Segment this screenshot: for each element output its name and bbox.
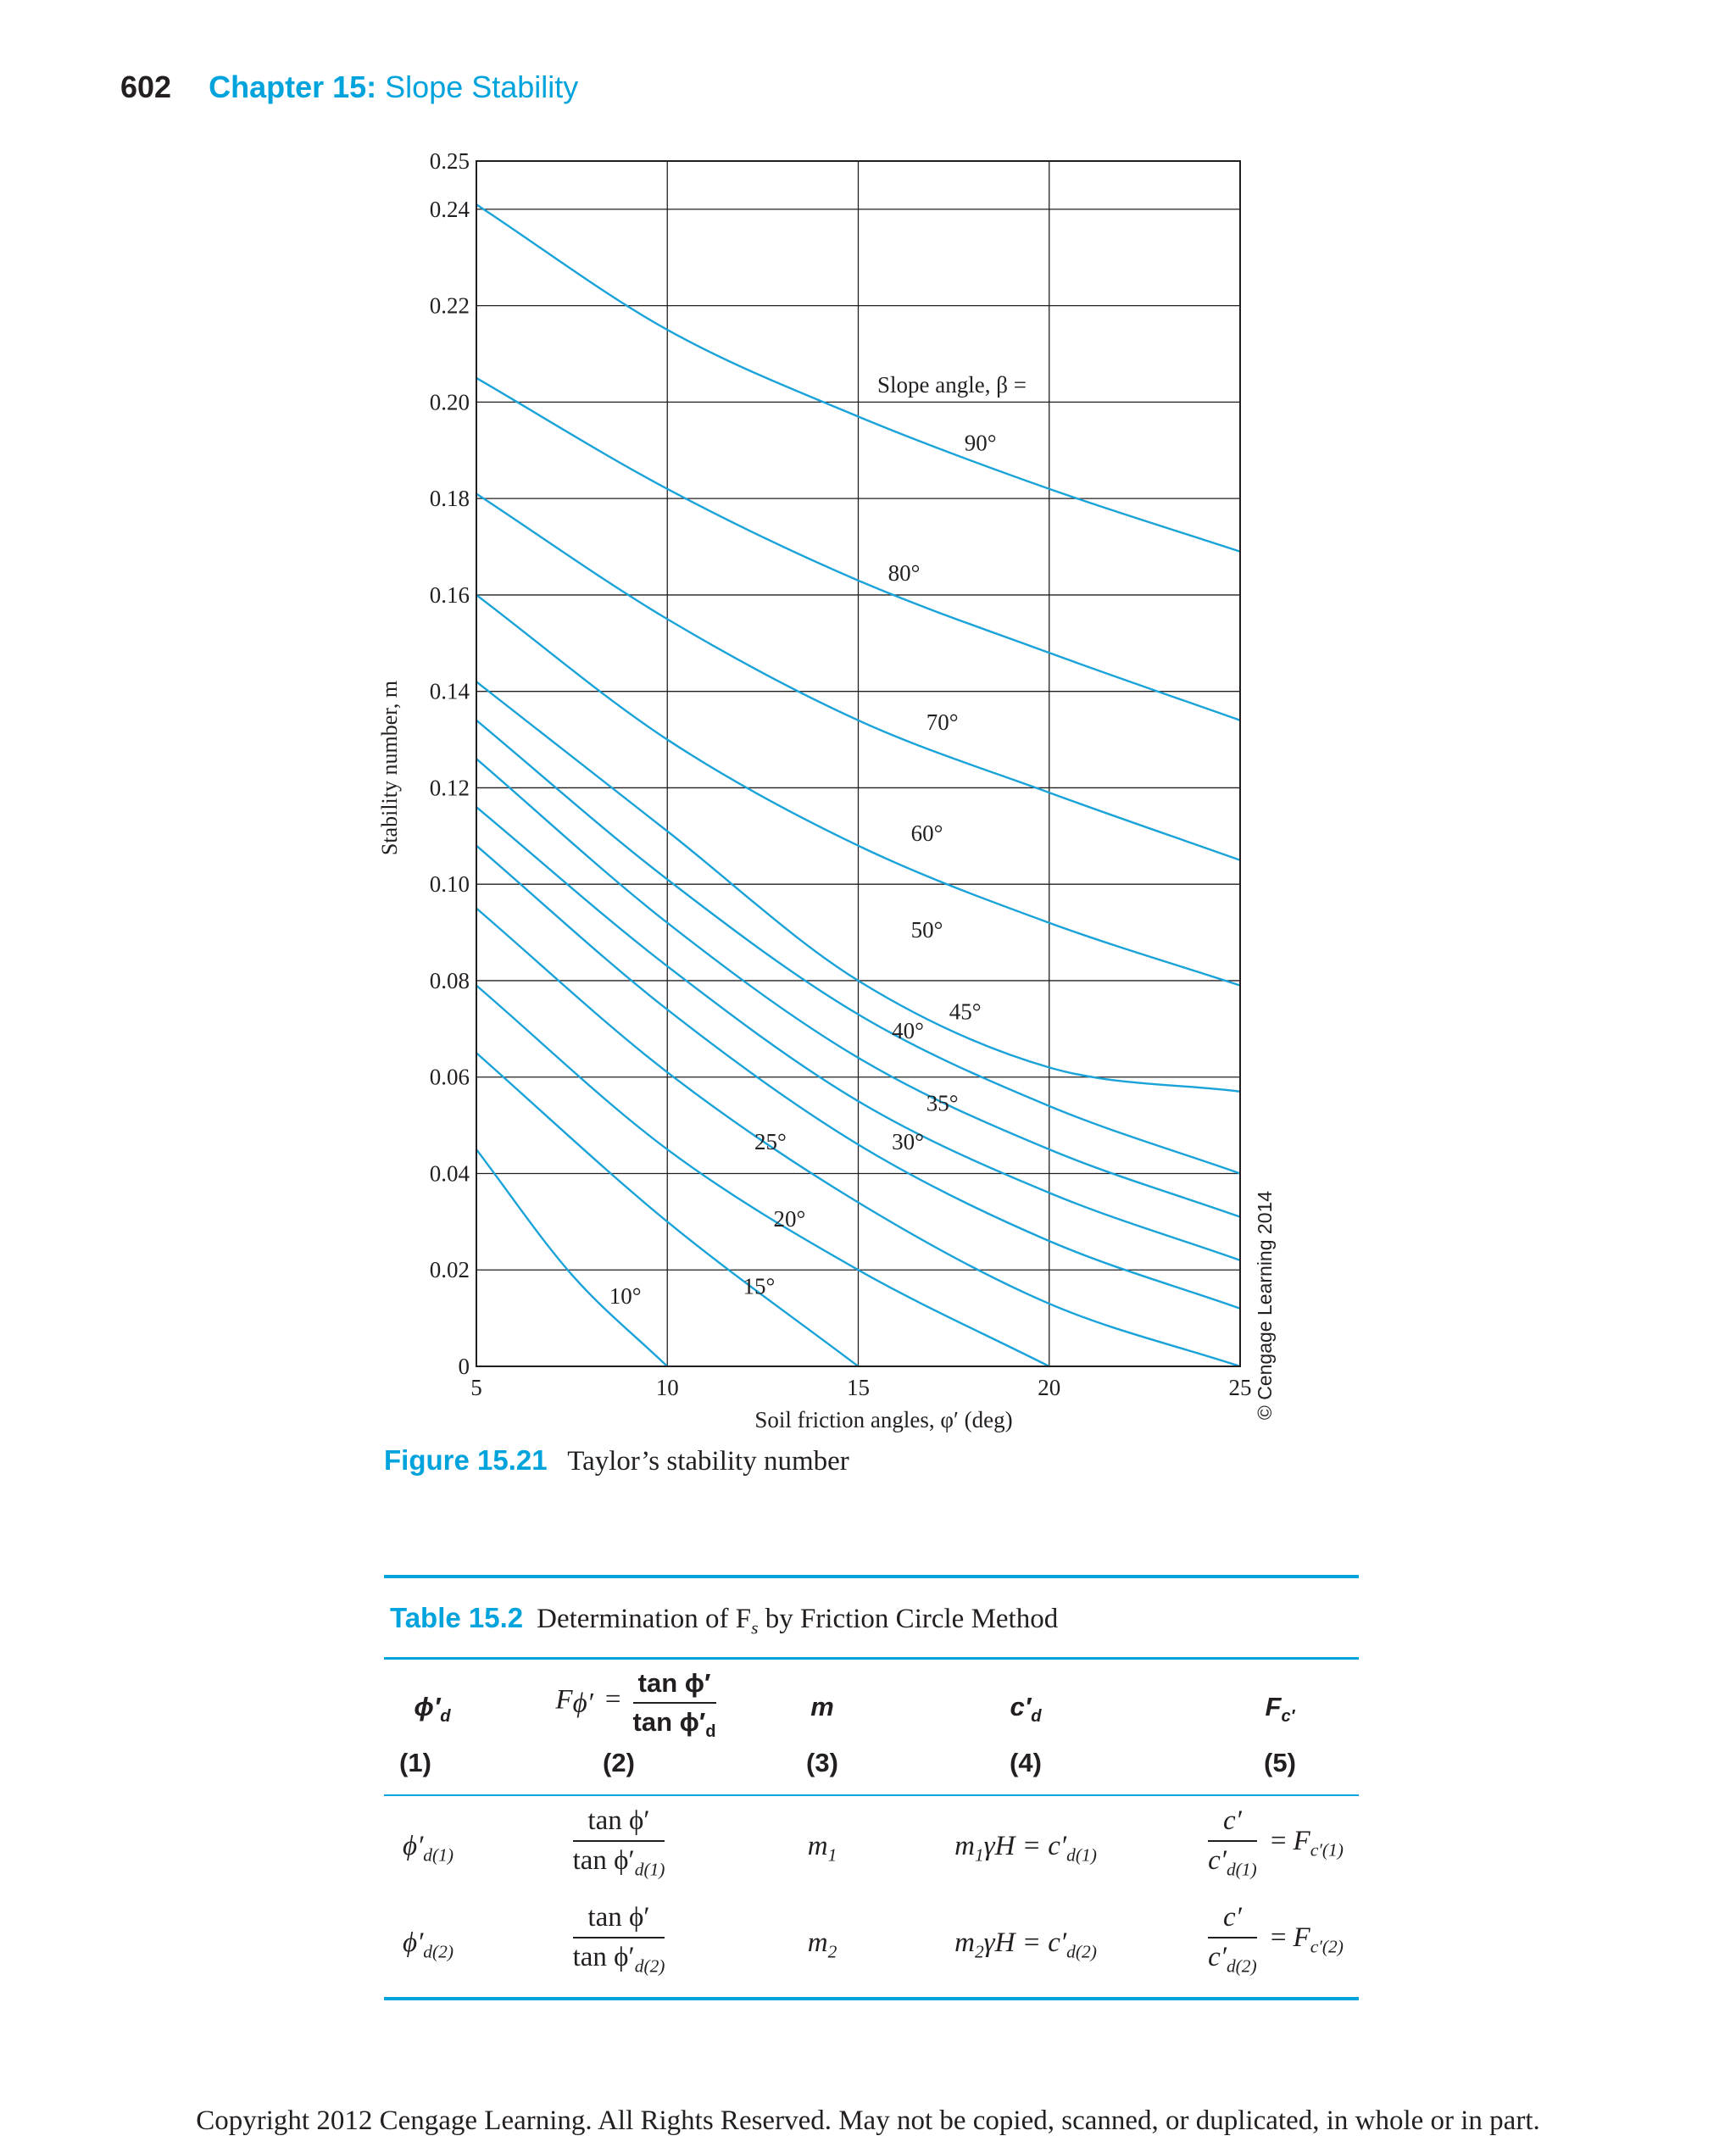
row2-m: m2: [807, 1927, 837, 1962]
header-c-d: c′d: [1010, 1692, 1042, 1727]
curve-label: 70°: [926, 709, 959, 735]
y-tick-label: 0.16: [430, 582, 470, 608]
table-bottom-rule: [384, 1997, 1359, 2000]
y-tick-label: 0.04: [430, 1160, 470, 1186]
x-tick-label: 20: [1038, 1375, 1060, 1400]
y-tick-label: 0.08: [430, 968, 470, 993]
y-tick-label: 0.14: [430, 679, 470, 704]
y-axis-label: Stability number, m: [377, 681, 402, 855]
curve-45deg: [476, 719, 1241, 1175]
y-tick-label: 0: [459, 1354, 470, 1379]
curve-80deg: [476, 376, 1241, 721]
col-number-4: (4): [1010, 1748, 1042, 1777]
header-m: m: [810, 1692, 834, 1721]
curve-30deg: [476, 844, 1241, 1310]
y-tick-label: 0.10: [430, 871, 470, 897]
table-top-rule: [384, 1575, 1359, 1578]
curve-25deg: [476, 907, 1241, 1368]
curve-label: 50°: [911, 917, 943, 943]
curve-label: 15°: [743, 1274, 775, 1299]
row1-f-c: c′ c′d(1) = Fc′(1): [1208, 1805, 1344, 1880]
col-number-5: (5): [1264, 1748, 1296, 1777]
col-number-3: (3): [806, 1748, 838, 1777]
page-header: 602 Chapter 15: Slope Stability: [120, 70, 578, 105]
y-tick-label: 0.12: [430, 775, 470, 800]
header-f-phi: Fϕ′ = tan ϕ′ tan ϕ′d: [555, 1668, 716, 1742]
row1-c-d: m1γH = c′d(1): [954, 1831, 1097, 1866]
chart-annotations: 90° 80° 70° 60° 50° 45° 40° 35°30° 25° 20° 15° 10°: [609, 430, 997, 1309]
curve-label: 35°: [926, 1091, 959, 1116]
curve-label: 10°: [609, 1283, 642, 1309]
row1-f-phi: tan ϕ′ tan ϕ′d(1): [572, 1805, 665, 1880]
x-tick-label: 15: [847, 1375, 870, 1400]
figure-caption: Figure 15.21 Taylor’s stability number: [384, 1444, 849, 1477]
header-f-c: Fc′: [1265, 1692, 1295, 1727]
curve-50deg: [476, 681, 1241, 1093]
y-tick-label: 0.24: [430, 197, 470, 222]
curve-label: 45°: [949, 998, 982, 1024]
y-tick-label: 0.22: [430, 293, 470, 319]
curve-label: 40°: [892, 1018, 924, 1043]
curve-20deg: [476, 984, 1050, 1368]
figure-label: Figure 15.21: [384, 1444, 548, 1476]
curve-label: 30°: [892, 1129, 924, 1154]
x-tick-label: 10: [656, 1375, 679, 1400]
row2-c-d: m2γH = c′d(2): [954, 1927, 1097, 1962]
curve-label: 20°: [774, 1206, 806, 1232]
slope-angle-label: Slope angle, β =: [877, 372, 1027, 398]
curve-70deg: [476, 492, 1241, 861]
y-tick-label: 0.25: [430, 148, 470, 174]
header-phi-d: ϕ′d: [414, 1692, 451, 1727]
row2-phi: ϕ′d(2): [402, 1927, 454, 1962]
chapter-title: Slope Stability: [385, 70, 579, 104]
curve-label: 80°: [888, 560, 921, 586]
col-number-2: (2): [603, 1748, 635, 1777]
row1-phi: ϕ′d(1): [402, 1831, 454, 1866]
chapter-label: Chapter 15:: [209, 70, 377, 104]
curve-15deg: [476, 1052, 860, 1367]
y-tick-label: 0.02: [430, 1257, 470, 1282]
curve-label: 60°: [911, 820, 943, 846]
x-tick-label: 5: [470, 1375, 482, 1400]
table-mid-rule: [384, 1794, 1359, 1796]
curve-label: 90°: [965, 430, 997, 455]
curve-35deg: [476, 806, 1241, 1261]
curve-90deg: [476, 203, 1241, 553]
y-tick-label: 0.18: [430, 486, 470, 511]
figure-caption-text: Taylor’s stability number: [567, 1446, 849, 1477]
curve-40deg: [476, 758, 1241, 1218]
figure-copyright: © Cengage Learning 2014: [1254, 1191, 1276, 1420]
chart-ticks: 5 10 15 20 25 0 0.02 0.04 0.06 0.08 0.10 0.12 0.14 0.…: [430, 148, 1252, 1400]
curve-label: 25°: [754, 1129, 787, 1154]
chart-curves: [476, 203, 1241, 1368]
page-number: 602: [120, 70, 172, 104]
row2-f-phi: tan ϕ′ tan ϕ′d(2): [572, 1902, 665, 1977]
curve-10deg: [476, 1149, 669, 1367]
col-number-1: (1): [399, 1748, 431, 1777]
row2-f-c: c′ c′d(2) = Fc′(2): [1208, 1902, 1344, 1977]
row1-m: m1: [807, 1831, 837, 1866]
chart-grid: [476, 161, 1241, 1366]
x-tick-label: 25: [1229, 1375, 1252, 1400]
table-header-rule: [384, 1657, 1359, 1660]
table-label: Table 15.2: [390, 1602, 524, 1633]
y-tick-label: 0.06: [430, 1065, 470, 1090]
stability-chart: 5 10 15 20 25 0 0.02 0.04 0.06 0.08 0.10 0.12 0.14 0.…: [377, 148, 1276, 1432]
table-caption: Table 15.2 Determination of Fs by Frictio…: [390, 1602, 1059, 1638]
x-axis-label: Soil friction angles, φ′ (deg): [754, 1407, 1012, 1432]
y-tick-label: 0.20: [430, 389, 470, 414]
plot-frame: [476, 160, 1241, 1367]
curve-60deg: [476, 593, 1241, 987]
copyright-footer: Copyright 2012 Cengage Learning. All Rig…: [196, 2105, 1540, 2136]
